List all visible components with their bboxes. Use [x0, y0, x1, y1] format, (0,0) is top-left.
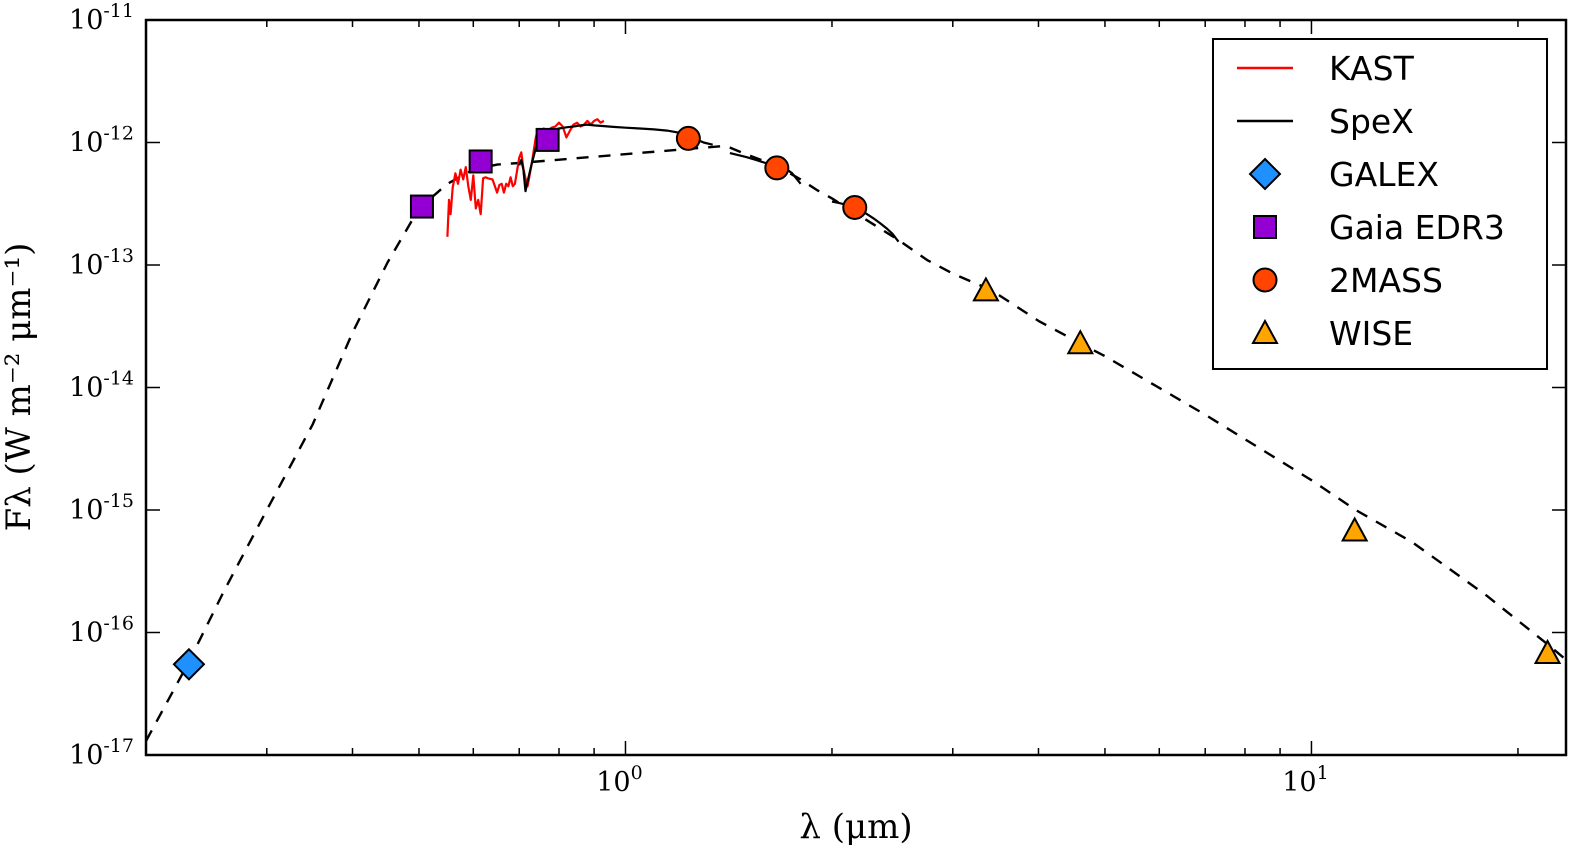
- legend-swatch-marker: [1251, 318, 1279, 344]
- legend-label: SpeX: [1329, 102, 1414, 141]
- legend: KAST SpeX GALEX Gaia EDR3 2MASS WISE: [1212, 38, 1548, 370]
- legend-label: 2MASS: [1329, 261, 1443, 300]
- data-point-galex: [172, 647, 206, 681]
- legend-label: GALEX: [1329, 155, 1439, 194]
- y-tick-label: 10-15: [69, 490, 134, 526]
- y-tick-label: 10-14: [69, 368, 134, 404]
- legend-swatch-marker: [1252, 267, 1278, 293]
- data-point-2mass: [842, 194, 868, 220]
- data-point-gaia-edr3: [535, 127, 560, 152]
- y-axis-label: Fλ (W m⁻² μm⁻¹): [0, 243, 39, 532]
- x-tick-label: 100: [596, 762, 642, 798]
- legend-label: WISE: [1329, 314, 1413, 353]
- series-line-kast: [446, 118, 605, 237]
- legend-entry-kast: KAST: [1237, 49, 1415, 88]
- y-tick-label: 10-13: [69, 245, 134, 281]
- legend-label: Gaia EDR3: [1329, 208, 1505, 247]
- plot-frame: [144, 18, 1568, 757]
- data-point-wise: [1340, 516, 1369, 542]
- data-point-2mass: [675, 125, 701, 151]
- data-point-wise: [1066, 329, 1094, 355]
- legend-label: KAST: [1329, 49, 1415, 88]
- marker-layer: [172, 125, 1562, 681]
- legend-swatch-marker: [1253, 215, 1277, 239]
- legend-entry-spex: SpeX: [1237, 102, 1414, 141]
- legend-entry-gaia-edr3: Gaia EDR3: [1253, 208, 1505, 247]
- legend-entry-wise: WISE: [1251, 314, 1413, 353]
- legend-frame: [1212, 38, 1548, 370]
- data-point-gaia-edr3: [409, 194, 434, 219]
- y-tick-label: 10-16: [69, 613, 134, 649]
- legend-entry-galex: GALEX: [1248, 155, 1439, 194]
- series-line-spex: [518, 123, 900, 243]
- x-tick-label: 101: [1282, 762, 1328, 798]
- tick-labels: 10-17 10-16 10-15 10-14 10-13 10-12 10-11 100 10…: [69, 0, 1329, 798]
- legend-swatch-marker: [1248, 157, 1282, 191]
- data-point-2mass: [764, 155, 790, 181]
- data-point-wise: [972, 276, 1000, 302]
- x-axis-label: λ (μm): [799, 807, 912, 847]
- y-tick-label: 10-11: [69, 0, 134, 36]
- legend-entry-2mass: 2MASS: [1252, 261, 1443, 300]
- data-point-wise: [1533, 638, 1562, 665]
- y-tick-label: 10-17: [69, 735, 134, 771]
- data-point-gaia-edr3: [468, 149, 493, 174]
- y-tick-label: 10-12: [69, 123, 134, 159]
